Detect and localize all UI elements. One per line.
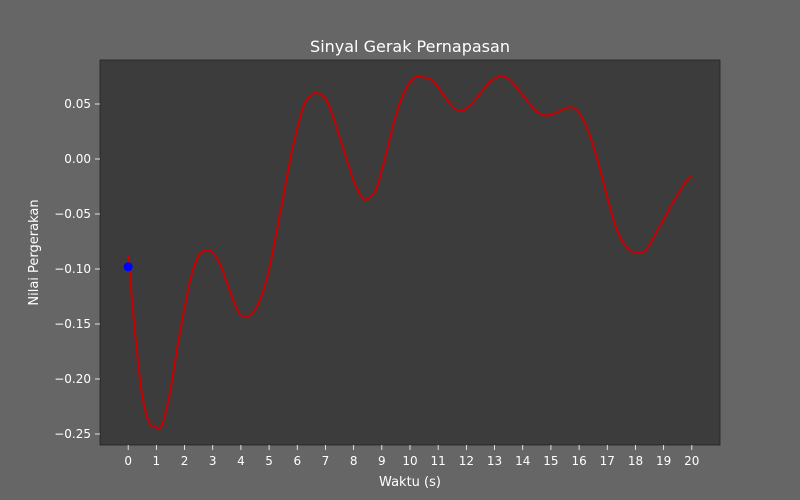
y-tick-label: −0.25 xyxy=(54,427,91,441)
x-tick-label: 3 xyxy=(209,454,217,468)
x-tick-label: 8 xyxy=(350,454,358,468)
y-axis-label: Nilai Pergerakan xyxy=(27,199,42,305)
x-tick-label: 6 xyxy=(293,454,301,468)
x-tick-label: 18 xyxy=(628,454,643,468)
x-tick-label: 12 xyxy=(459,454,474,468)
series-line xyxy=(127,74,693,430)
x-tick-label: 9 xyxy=(378,454,386,468)
x-axis-label: Waktu (s) xyxy=(379,475,441,490)
chart-title: Sinyal Gerak Pernapasan xyxy=(310,37,510,56)
y-tick-label: 0.00 xyxy=(64,152,91,166)
x-tick-label: 15 xyxy=(543,454,558,468)
x-tick-label: 7 xyxy=(322,454,330,468)
x-tick-label: 0 xyxy=(124,454,132,468)
y-tick-label: −0.20 xyxy=(54,372,91,386)
x-tick-label: 14 xyxy=(515,454,530,468)
x-tick-label: 10 xyxy=(402,454,417,468)
x-tick-label: 20 xyxy=(684,454,699,468)
x-tick-label: 1 xyxy=(153,454,161,468)
y-tick-label: −0.15 xyxy=(54,317,91,331)
x-ticks: 0 1 2 3 4 5 6 7 8 9 10 11 12 13 14 15 16 17 18 19 20 xyxy=(124,445,699,468)
x-tick-label: 17 xyxy=(600,454,615,468)
y-ticks: 0.05 0.00 −0.05 −0.10 −0.15 −0.20 −0.25 xyxy=(54,97,100,441)
series-layer xyxy=(123,74,693,430)
x-tick-label: 5 xyxy=(265,454,273,468)
x-tick-label: 13 xyxy=(487,454,502,468)
x-tick-label: 19 xyxy=(656,454,671,468)
y-tick-label: 0.05 xyxy=(64,97,91,111)
x-tick-label: 11 xyxy=(431,454,446,468)
x-tick-label: 4 xyxy=(237,454,245,468)
x-tick-label: 2 xyxy=(181,454,189,468)
plot-area xyxy=(99,59,721,446)
y-tick-label: −0.05 xyxy=(54,207,91,221)
x-tick-label: 16 xyxy=(571,454,586,468)
y-tick-label: −0.10 xyxy=(54,262,91,276)
current-position-marker xyxy=(123,262,133,272)
